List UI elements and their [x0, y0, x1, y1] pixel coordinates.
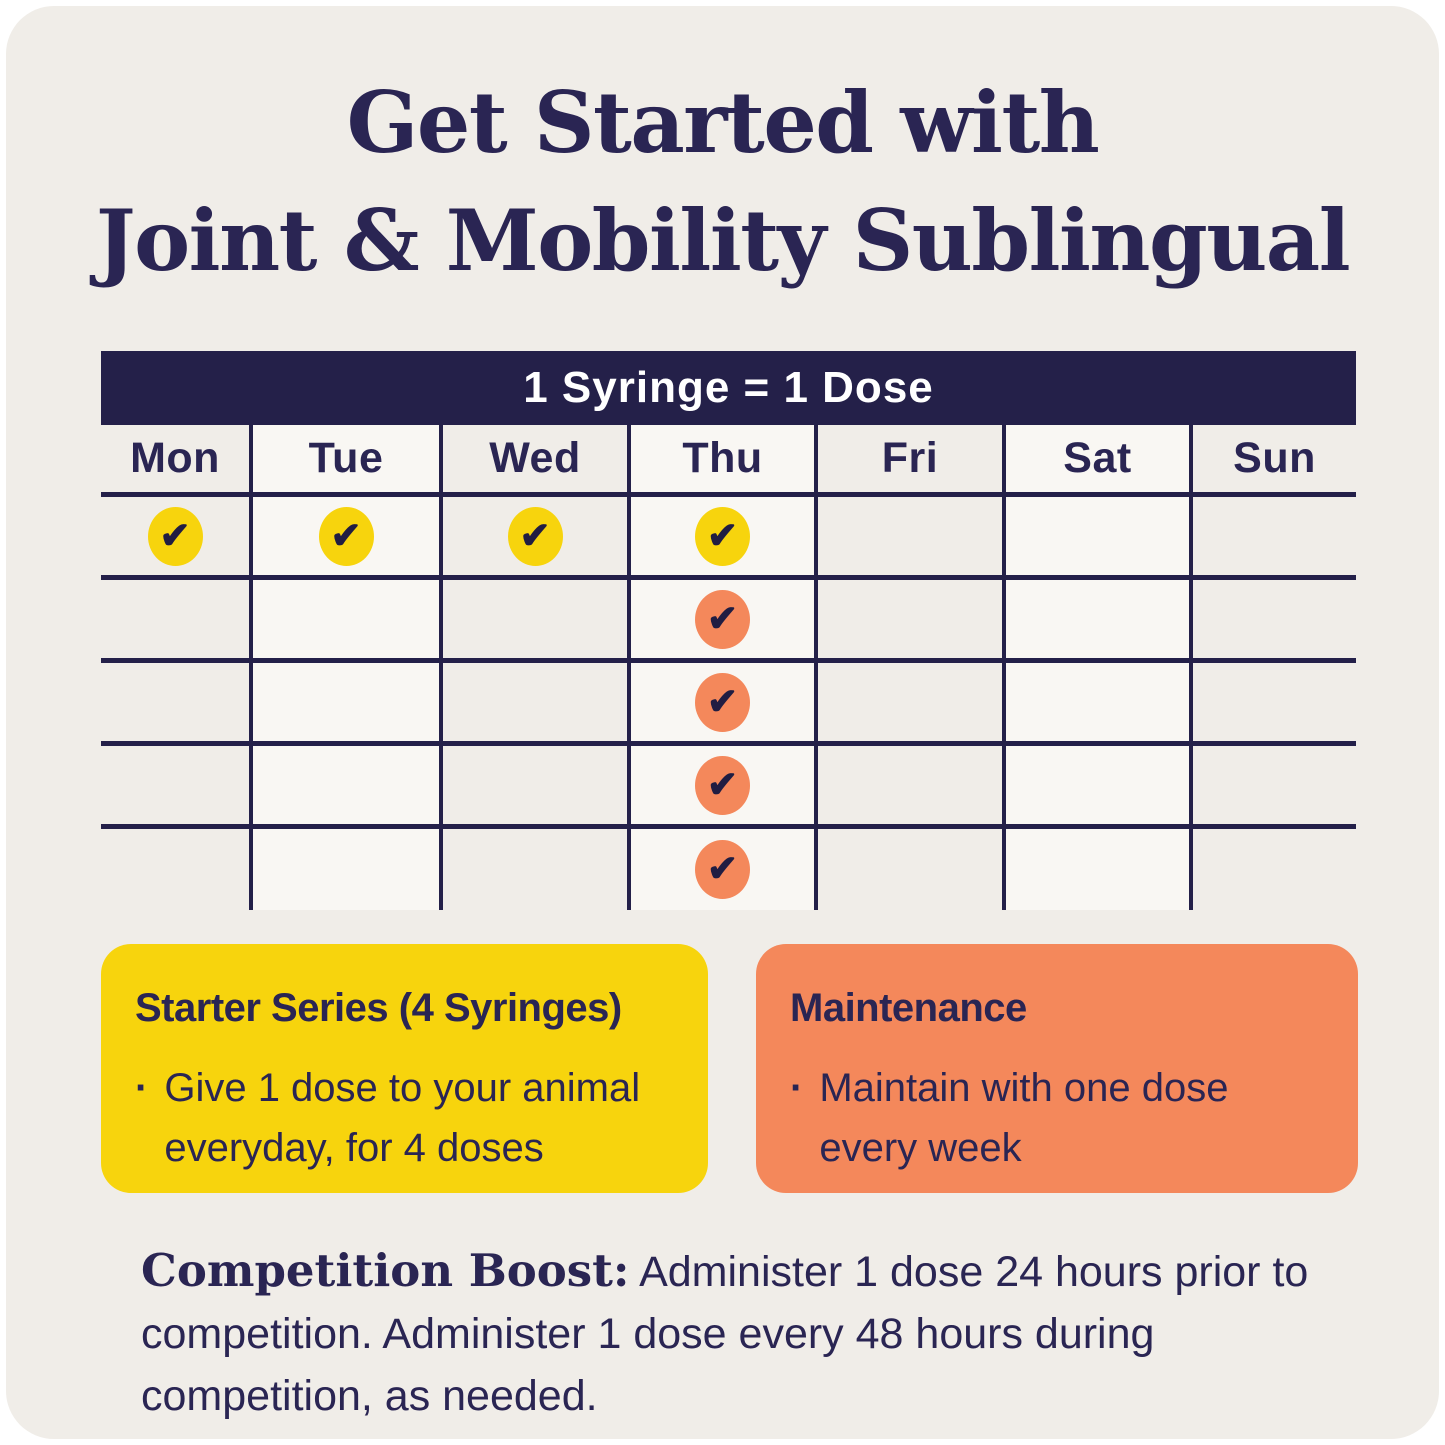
title-line-2: Joint & Mobility Sublingual [95, 191, 1351, 290]
schedule-cell-mon-1: ✔ [101, 497, 253, 575]
title-line-1: Get Started with [346, 73, 1100, 172]
bullet-dot: · [790, 1066, 804, 1110]
schedule-cell-sun-1 [1193, 497, 1356, 575]
day-header-wed: Wed [443, 425, 631, 492]
day-header-tue: Tue [253, 425, 443, 492]
table-days-row: Mon Tue Wed Thu Fri Sat Sun [101, 425, 1356, 497]
schedule-cell-sat-3 [1006, 663, 1193, 741]
starter-series-box: Starter Series (4 Syringes) · Give 1 dos… [101, 944, 708, 1193]
schedule-cell-tue-1: ✔ [253, 497, 443, 575]
day-header-fri: Fri [818, 425, 1006, 492]
dose-schedule-table: 1 Syringe = 1 Dose Mon Tue Wed Thu Fri Sat Sun… [101, 351, 1356, 910]
schedule-cell-thu-5: ✔ [631, 829, 818, 910]
check-icon: ✔ [695, 840, 750, 899]
maintenance-box: Maintenance · Maintain with one dose eve… [756, 944, 1358, 1193]
schedule-cell-wed-3 [443, 663, 631, 741]
schedule-cell-thu-3: ✔ [631, 663, 818, 741]
schedule-cell-sun-2 [1193, 580, 1356, 658]
schedule-cell-sun-3 [1193, 663, 1356, 741]
maintenance-bullet-text: Maintain with one dose every week [819, 1066, 1229, 1170]
schedule-cell-mon-2 [101, 580, 253, 658]
table-header-bar: 1 Syringe = 1 Dose [101, 351, 1356, 425]
schedule-cell-fri-4 [818, 746, 1006, 824]
table-row-2: ✔ [101, 580, 1356, 663]
page-title: Get Started with Joint & Mobility Sublin… [6, 64, 1439, 300]
table-body: ✔ ✔ ✔ ✔ ✔ ✔ ✔ ✔ [101, 497, 1356, 910]
schedule-cell-mon-5 [101, 829, 253, 910]
table-header-label: 1 Syringe = 1 Dose [523, 363, 934, 412]
schedule-cell-tue-4 [253, 746, 443, 824]
check-icon: ✔ [695, 672, 750, 732]
competition-boost-body: Administer 1 dose 24 hours prior to comp… [141, 1248, 1309, 1420]
competition-boost-note: Competition Boost: Administer 1 dose 24 … [141, 1240, 1311, 1427]
starter-series-title: Starter Series (4 Syringes) [135, 986, 622, 1030]
table-row-3: ✔ [101, 663, 1356, 746]
check-icon: ✔ [695, 589, 750, 649]
schedule-cell-wed-5 [443, 829, 631, 910]
maintenance-bullet: · Maintain with one dose every week [790, 1058, 1324, 1178]
check-icon: ✔ [695, 506, 750, 566]
maintenance-title: Maintenance [790, 986, 1027, 1030]
starter-series-bullet: · Give 1 dose to your animal everyday, f… [135, 1058, 674, 1178]
schedule-cell-wed-1: ✔ [443, 497, 631, 575]
schedule-cell-sat-1 [1006, 497, 1193, 575]
check-icon: ✔ [147, 506, 203, 566]
schedule-cell-sun-4 [1193, 746, 1356, 824]
day-header-sat: Sat [1006, 425, 1193, 492]
schedule-cell-thu-1: ✔ [631, 497, 818, 575]
schedule-cell-tue-3 [253, 663, 443, 741]
schedule-cell-tue-2 [253, 580, 443, 658]
starter-series-bullet-text: Give 1 dose to your animal everyday, for… [164, 1066, 641, 1170]
day-header-mon: Mon [101, 425, 253, 492]
competition-boost-label: Competition Boost: [141, 1244, 630, 1297]
day-header-thu: Thu [631, 425, 818, 492]
schedule-cell-fri-1 [818, 497, 1006, 575]
schedule-cell-fri-5 [818, 829, 1006, 910]
schedule-cell-sat-4 [1006, 746, 1193, 824]
table-row-5: ✔ [101, 829, 1356, 910]
schedule-cell-fri-2 [818, 580, 1006, 658]
day-header-sun: Sun [1233, 434, 1316, 482]
schedule-cell-mon-3 [101, 663, 253, 741]
schedule-cell-sat-2 [1006, 580, 1193, 658]
card-background: Get Started with Joint & Mobility Sublin… [6, 6, 1439, 1439]
check-icon: ✔ [507, 506, 563, 566]
schedule-cell-tue-5 [253, 829, 443, 910]
table-row-4: ✔ [101, 746, 1356, 829]
schedule-cell-sat-5 [1006, 829, 1193, 910]
schedule-cell-wed-4 [443, 746, 631, 824]
schedule-cell-thu-2: ✔ [631, 580, 818, 658]
check-icon: ✔ [695, 755, 750, 815]
check-icon: ✔ [318, 506, 374, 566]
bullet-dot: · [135, 1066, 149, 1110]
schedule-cell-sun-5 [1193, 829, 1356, 910]
schedule-cell-fri-3 [818, 663, 1006, 741]
table-row-1: ✔ ✔ ✔ ✔ [101, 497, 1356, 580]
schedule-cell-mon-4 [101, 746, 253, 824]
schedule-cell-thu-4: ✔ [631, 746, 818, 824]
schedule-cell-wed-2 [443, 580, 631, 658]
